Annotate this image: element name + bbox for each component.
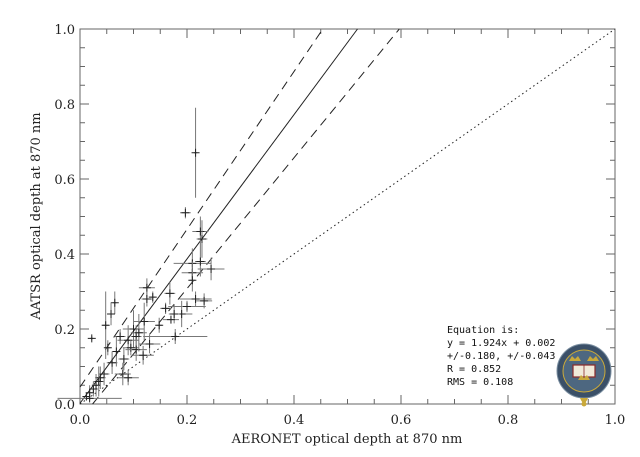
data-point [130, 314, 147, 352]
data-point [114, 362, 131, 386]
y-tick-label: 1.0 [54, 23, 75, 38]
axis-ticks [79, 28, 616, 405]
data-point [141, 291, 153, 307]
oxford-crest-icon [556, 343, 612, 407]
data-point [117, 370, 139, 386]
tick-labels: 0.0 0.2 0.4 0.6 0.8 1.0 0.0 0.2 0.4 0.6 0.8 1.0 [54, 23, 625, 428]
x-tick-label: 0.2 [177, 413, 198, 428]
eq-line-5: RMS = 0.108 [447, 377, 513, 388]
y-tick-label: 0.8 [54, 98, 75, 113]
data-point [133, 302, 155, 341]
line-fit [79, 28, 358, 404]
data-point [89, 381, 98, 397]
data-point [160, 302, 171, 314]
eq-line-3: +/-0.180, +/-0.043 [447, 351, 555, 362]
x-tick-label: 0.8 [498, 413, 519, 428]
reference-lines [79, 28, 616, 405]
data-point [110, 291, 119, 314]
y-tick-label: 0.6 [54, 173, 75, 188]
line-one-to-one [79, 28, 616, 405]
data-point [138, 334, 161, 354]
data-point [179, 291, 212, 307]
data-point [57, 394, 122, 403]
data-point [192, 216, 209, 247]
data-point [103, 340, 112, 356]
data-point [148, 291, 157, 303]
x-tick-label: 1.0 [605, 413, 626, 428]
y-tick-label: 0.0 [54, 398, 75, 413]
data-point [195, 246, 206, 277]
y-axis-title: AATSR optical depth at 870 nm [29, 112, 44, 320]
eq-line-1: Equation is: [447, 325, 519, 336]
equation-annotation: Equation is: y = 1.924x + 0.002 +/-0.180… [447, 325, 555, 388]
data-point [132, 345, 154, 365]
x-tick-label: 0.4 [284, 413, 305, 428]
data-point [188, 269, 197, 292]
data-point [82, 392, 91, 401]
data-point [118, 347, 130, 371]
data-point [107, 302, 116, 326]
eq-line-2: y = 1.924x + 0.002 [447, 338, 555, 349]
data-point [143, 329, 208, 344]
data-point [112, 336, 121, 367]
x-tick-label: 0.0 [70, 413, 91, 428]
y-tick-label: 0.4 [54, 248, 75, 263]
data-point [125, 338, 147, 361]
data-point [122, 310, 145, 348]
data-point [106, 351, 118, 374]
x-tick-label: 0.6 [391, 413, 412, 428]
eq-line-4: R = 0.852 [447, 364, 501, 375]
data-point [101, 291, 110, 359]
data-points [57, 107, 225, 403]
x-axis-title: AERONET optical depth at 870 nm [231, 432, 463, 447]
line-fit-upper [79, 28, 324, 388]
data-point [196, 293, 213, 309]
data-point [191, 107, 200, 198]
data-point [168, 304, 180, 324]
data-point [93, 366, 105, 397]
data-point [180, 207, 191, 219]
data-point [162, 315, 179, 324]
data-point [197, 257, 225, 281]
data-point [164, 282, 176, 305]
data-point [138, 278, 155, 298]
data-point [155, 317, 164, 333]
y-tick-label: 0.2 [54, 323, 75, 338]
line-fit-lower [92, 28, 400, 405]
data-point [196, 220, 208, 258]
data-point [87, 334, 96, 343]
